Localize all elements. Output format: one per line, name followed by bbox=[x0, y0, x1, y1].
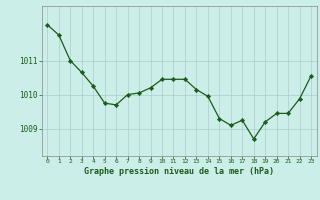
X-axis label: Graphe pression niveau de la mer (hPa): Graphe pression niveau de la mer (hPa) bbox=[84, 167, 274, 176]
